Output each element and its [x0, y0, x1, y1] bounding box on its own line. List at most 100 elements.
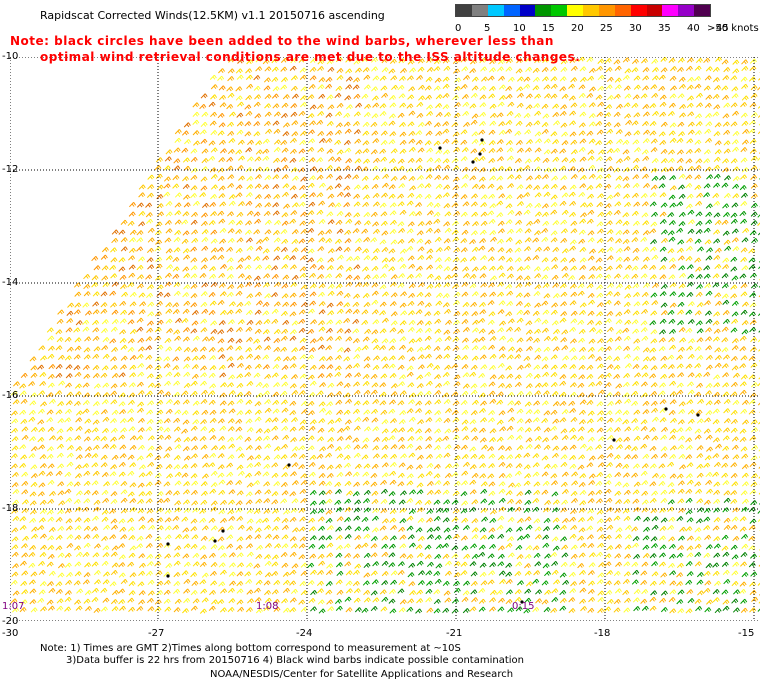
wind-barb [461, 596, 469, 603]
wind-barb [65, 579, 73, 586]
wind-barb [417, 536, 425, 542]
wind-barb [362, 437, 370, 443]
wind-barb [649, 497, 657, 504]
wind-barb [155, 445, 163, 451]
wind-barb [705, 66, 713, 72]
wind-barb [454, 77, 462, 83]
wind-barb [426, 283, 434, 290]
wind-barb [253, 75, 261, 81]
wind-barb [463, 75, 471, 81]
wind-barb [408, 292, 416, 299]
wind-barb [362, 201, 370, 208]
wind-barb [570, 149, 578, 155]
wind-barb [291, 417, 299, 423]
wind-barb [29, 588, 37, 594]
wind-barb [498, 570, 506, 576]
wind-barb [632, 597, 640, 603]
wind-barb [650, 365, 658, 371]
wind-barb [713, 173, 721, 180]
wind-barb [228, 138, 236, 144]
wind-barb [300, 570, 308, 576]
wind-barb [372, 319, 380, 325]
wind-barb [407, 192, 415, 199]
wind-barb [750, 553, 758, 559]
wind-barb [731, 139, 739, 145]
wind-barb [371, 282, 379, 288]
wind-barb [84, 590, 92, 596]
wind-barb [264, 229, 272, 235]
wind-barb [523, 480, 531, 486]
wind-barb [210, 94, 218, 100]
wind-barb [687, 372, 695, 378]
wind-barb [227, 509, 235, 515]
wind-barb [587, 392, 595, 398]
wind-barb [723, 418, 731, 424]
wind-barb [281, 524, 289, 531]
wind-barb [244, 131, 252, 137]
wind-barb [514, 482, 522, 488]
wind-barb [317, 436, 325, 442]
wind-barb [128, 552, 136, 558]
wind-barb [397, 158, 405, 164]
wind-barb [129, 444, 137, 451]
wind-barb [399, 553, 407, 559]
wind-barb [435, 543, 443, 550]
wind-barb [632, 328, 640, 334]
wind-barb [586, 525, 594, 531]
wind-barb [406, 228, 414, 234]
wind-barb [443, 282, 451, 288]
wind-barb [424, 371, 432, 378]
wind-barb [218, 139, 226, 146]
wind-barb [398, 93, 406, 99]
wind-barb [631, 192, 639, 199]
wind-barb [415, 273, 423, 279]
wind-barb [406, 371, 414, 377]
wind-barb [496, 112, 504, 118]
wind-barb [174, 409, 182, 415]
wind-barb [208, 390, 216, 396]
wind-barb [687, 111, 695, 117]
wind-barb [289, 311, 297, 317]
wind-barb [713, 517, 721, 523]
wind-barb [623, 345, 631, 352]
wind-barb [516, 86, 524, 92]
wind-barb [479, 238, 487, 244]
wind-barb [631, 319, 639, 325]
wind-barb [471, 183, 479, 189]
wind-barb [462, 327, 470, 333]
wind-barb [424, 327, 432, 333]
wind-barb [334, 365, 342, 371]
wind-barb [236, 220, 244, 226]
wind-barb [471, 246, 479, 253]
wind-barb [741, 464, 749, 470]
wind-barb [38, 560, 46, 567]
wind-barb [740, 192, 748, 198]
wind-barb [256, 392, 264, 398]
wind-barb [514, 374, 522, 380]
wind-barb [271, 58, 279, 64]
wind-barb [515, 210, 523, 217]
wind-barb [10, 390, 18, 396]
wind-barb [200, 535, 208, 542]
wind-barb [200, 380, 208, 386]
wind-barb [713, 182, 721, 188]
wind-barb [353, 389, 361, 396]
wind-barb [100, 436, 108, 442]
wind-barb [471, 553, 479, 560]
wind-barb [262, 282, 270, 288]
wind-barb [642, 544, 650, 550]
wind-barb [741, 95, 749, 101]
wind-barb [615, 238, 623, 244]
wind-barb [29, 517, 37, 524]
wind-barb [632, 381, 640, 387]
wind-barb [318, 525, 326, 532]
wind-barb [498, 473, 506, 479]
wind-barb [525, 121, 533, 128]
wind-barb [542, 480, 550, 487]
wind-barb [505, 463, 513, 469]
wind-barb [138, 570, 146, 577]
wind-barb [129, 462, 137, 468]
wind-barb [613, 291, 621, 297]
wind-barb [579, 257, 587, 263]
wind-barb [435, 183, 443, 189]
